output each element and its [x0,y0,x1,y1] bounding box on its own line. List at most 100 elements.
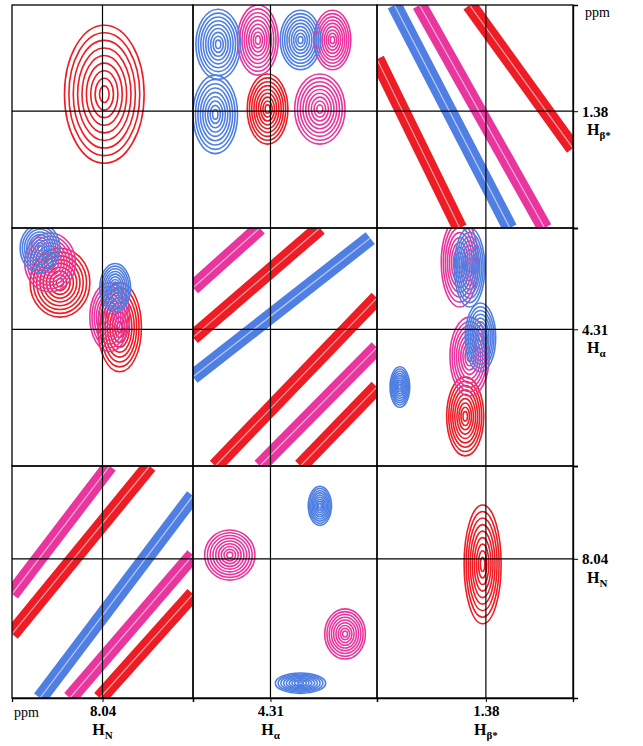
peak-contour [242,13,274,68]
peak-contour [324,27,341,54]
peak-contour [286,677,314,688]
crosshair-vertical [485,5,486,228]
peak-contour [25,229,56,267]
axis-title-sub: N [105,729,113,741]
diagonal-band-contour [394,5,509,228]
peak-contour [207,533,252,578]
peak-contour [295,681,307,686]
axis-line [574,467,579,699]
peak-contour [95,78,113,110]
diagonal-band-contour [193,228,260,288]
peak-contour [296,33,305,47]
peak-contour [343,631,348,637]
tick: 1.38 [573,103,608,119]
tick-label: 8.04 [90,703,117,719]
tick-mark [270,698,271,702]
peak-contour [203,92,228,136]
panel-frame [193,466,377,698]
peak-contour [22,228,57,270]
tick-mark [573,111,578,112]
crosshair-horizontal [377,558,573,559]
peak-contour [249,24,267,56]
peak-contour [289,679,312,688]
peak-contour [205,97,225,132]
peak-contour [35,243,44,254]
peak-contour [238,5,279,75]
peak-contour [287,20,314,60]
diagonal-band-contour [12,466,110,594]
peak-contour [110,279,120,296]
diagonal-band-contour [419,5,544,228]
peak-contour [210,536,249,575]
peak-contour [449,381,482,451]
diagonal-band [40,496,193,698]
peak-contour [33,240,47,257]
peak-contour [327,612,363,657]
peak-contour [468,518,497,611]
peak-contour [27,232,54,265]
peak-contour [459,241,479,294]
tick-mark [103,698,104,702]
diagonal-band [419,5,544,228]
crosshair-horizontal [12,111,193,112]
peak-contour [322,23,343,56]
axis-title-sub: β* [599,129,611,141]
peak-contour [297,78,342,140]
diagonal-band-contour [215,298,377,466]
peak-contour [292,680,309,687]
panel-frame [193,228,377,466]
panel-background [193,466,377,698]
peak-contour [331,617,358,651]
peak-contour [391,369,408,405]
panel-frame [377,5,573,228]
peak-contour [394,376,405,399]
peak-contour [328,33,336,47]
diagonal-band-contour [12,466,150,634]
y-axis: 8.04 [573,467,609,699]
peak-contour [455,394,476,438]
peak-contour [398,382,403,391]
diagonal-band-contour [300,387,377,466]
peak-contour [252,82,284,137]
peak-contour [298,36,303,43]
peak-contour [100,86,110,103]
peak-contour [479,333,483,341]
y-axis: 1.38 [573,6,608,229]
tick: 4.31 [258,698,284,719]
x-axis: 8.04 [13,698,194,719]
peak-contour [280,10,321,69]
peak-contour [314,101,326,117]
peak-contour [275,673,325,693]
peak-contour [456,232,483,302]
peak-contour [113,285,117,291]
panel-background [377,466,573,698]
peak-contour [218,544,241,567]
tick-mark [573,559,578,560]
panel-background [12,5,193,228]
peak-contour [457,399,474,435]
peak-contour [195,79,235,149]
peak-contour [108,277,122,299]
crosshair-horizontal [193,111,377,112]
peak-contour [82,56,127,133]
peak-contour [325,609,366,659]
axis-line [574,229,579,467]
peak-contour [249,78,285,140]
peak-contour [198,84,233,145]
peak-contour [258,93,276,125]
axis-line [13,699,194,703]
peak-contour [329,614,361,653]
axis-title-sub: N [599,577,607,589]
peak-contour [256,89,279,128]
peak-contour [208,101,223,128]
peak-contour [294,30,308,50]
panel-background [12,228,193,466]
peak-contour [310,489,331,524]
axis-title: Hα [587,339,606,359]
peak-contour [105,271,126,304]
peak-contour [317,501,322,510]
peak-contour [303,86,337,133]
peak-contour [461,407,470,425]
peak-contour [64,25,144,163]
tick-label: 4.31 [582,322,608,338]
